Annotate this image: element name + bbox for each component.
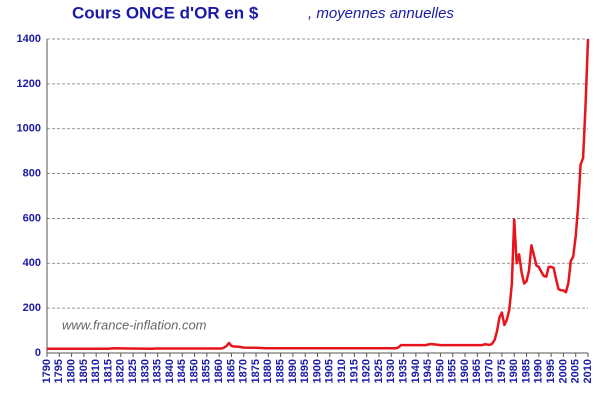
y-tick-label: 0	[35, 347, 41, 359]
y-tick-label: 800	[23, 167, 41, 179]
x-tick-label: 1890	[287, 359, 299, 383]
x-tick-label: 1885	[275, 359, 287, 383]
x-tick-label: 1905	[324, 359, 336, 383]
x-tick-label: 1980	[508, 359, 520, 383]
x-tick-label: 1965	[471, 359, 483, 383]
x-tick-label: 1955	[447, 359, 459, 383]
y-tick-label: 200	[23, 302, 41, 314]
x-tick-label: 1975	[496, 359, 508, 383]
price-line	[47, 38, 590, 350]
x-tick-label: 1910	[336, 359, 348, 383]
y-tick-label: 400	[23, 257, 41, 269]
x-tick-label: 1805	[78, 359, 90, 383]
x-tick-label: 1930	[385, 359, 397, 383]
x-tick-label: 2000	[557, 359, 569, 383]
y-tick-label: 600	[23, 212, 41, 224]
x-tick-label: 1795	[53, 359, 65, 383]
x-tick-label: 1870	[238, 359, 250, 383]
x-tick-label: 1830	[139, 359, 151, 383]
x-tick-label: 1855	[201, 359, 213, 383]
x-tick-label: 1865	[225, 359, 237, 383]
x-tick-label: 1920	[361, 359, 373, 383]
x-tick-label: 1815	[102, 359, 114, 383]
x-tick-label: 1845	[176, 359, 188, 383]
chart-subtitle: , moyennes annuelles	[308, 5, 454, 22]
x-tick-label: 1990	[533, 359, 545, 383]
x-tick-label: 1825	[127, 359, 139, 383]
x-tick-label: 1970	[484, 359, 496, 383]
x-tick-label: 1820	[115, 359, 127, 383]
x-tick-label: 1840	[164, 359, 176, 383]
watermark: www.france-inflation.com	[62, 317, 207, 332]
x-tick-label: 2010	[582, 359, 594, 383]
x-tick-label: 1880	[262, 359, 274, 383]
x-tick-label: 1850	[188, 359, 200, 383]
y-tick-label: 1200	[17, 78, 41, 90]
x-tick-label: 1960	[459, 359, 471, 383]
x-tick-label: 1995	[545, 359, 557, 383]
x-tick-label: 1875	[250, 359, 262, 383]
x-tick-label: 1900	[311, 359, 323, 383]
x-tick-label: 1950	[434, 359, 446, 383]
y-tick-label: 1400	[17, 33, 41, 45]
x-tick-label: 1800	[65, 359, 77, 383]
x-tick-label: 1915	[348, 359, 360, 383]
x-tick-label: 1940	[410, 359, 422, 383]
x-tick-label: 1835	[152, 359, 164, 383]
y-tick-label: 1000	[17, 123, 41, 135]
chart-title: Cours ONCE d'OR en $	[72, 3, 259, 22]
x-tick-label: 1810	[90, 359, 102, 383]
x-tick-label: 2005	[570, 359, 582, 383]
x-tick-label: 1935	[397, 359, 409, 383]
x-tick-label: 1945	[422, 359, 434, 383]
x-tick-label: 1790	[41, 359, 53, 383]
x-tick-label: 1925	[373, 359, 385, 383]
x-tick-label: 1860	[213, 359, 225, 383]
x-tick-label: 1985	[520, 359, 532, 383]
x-tick-label: 1895	[299, 359, 311, 383]
